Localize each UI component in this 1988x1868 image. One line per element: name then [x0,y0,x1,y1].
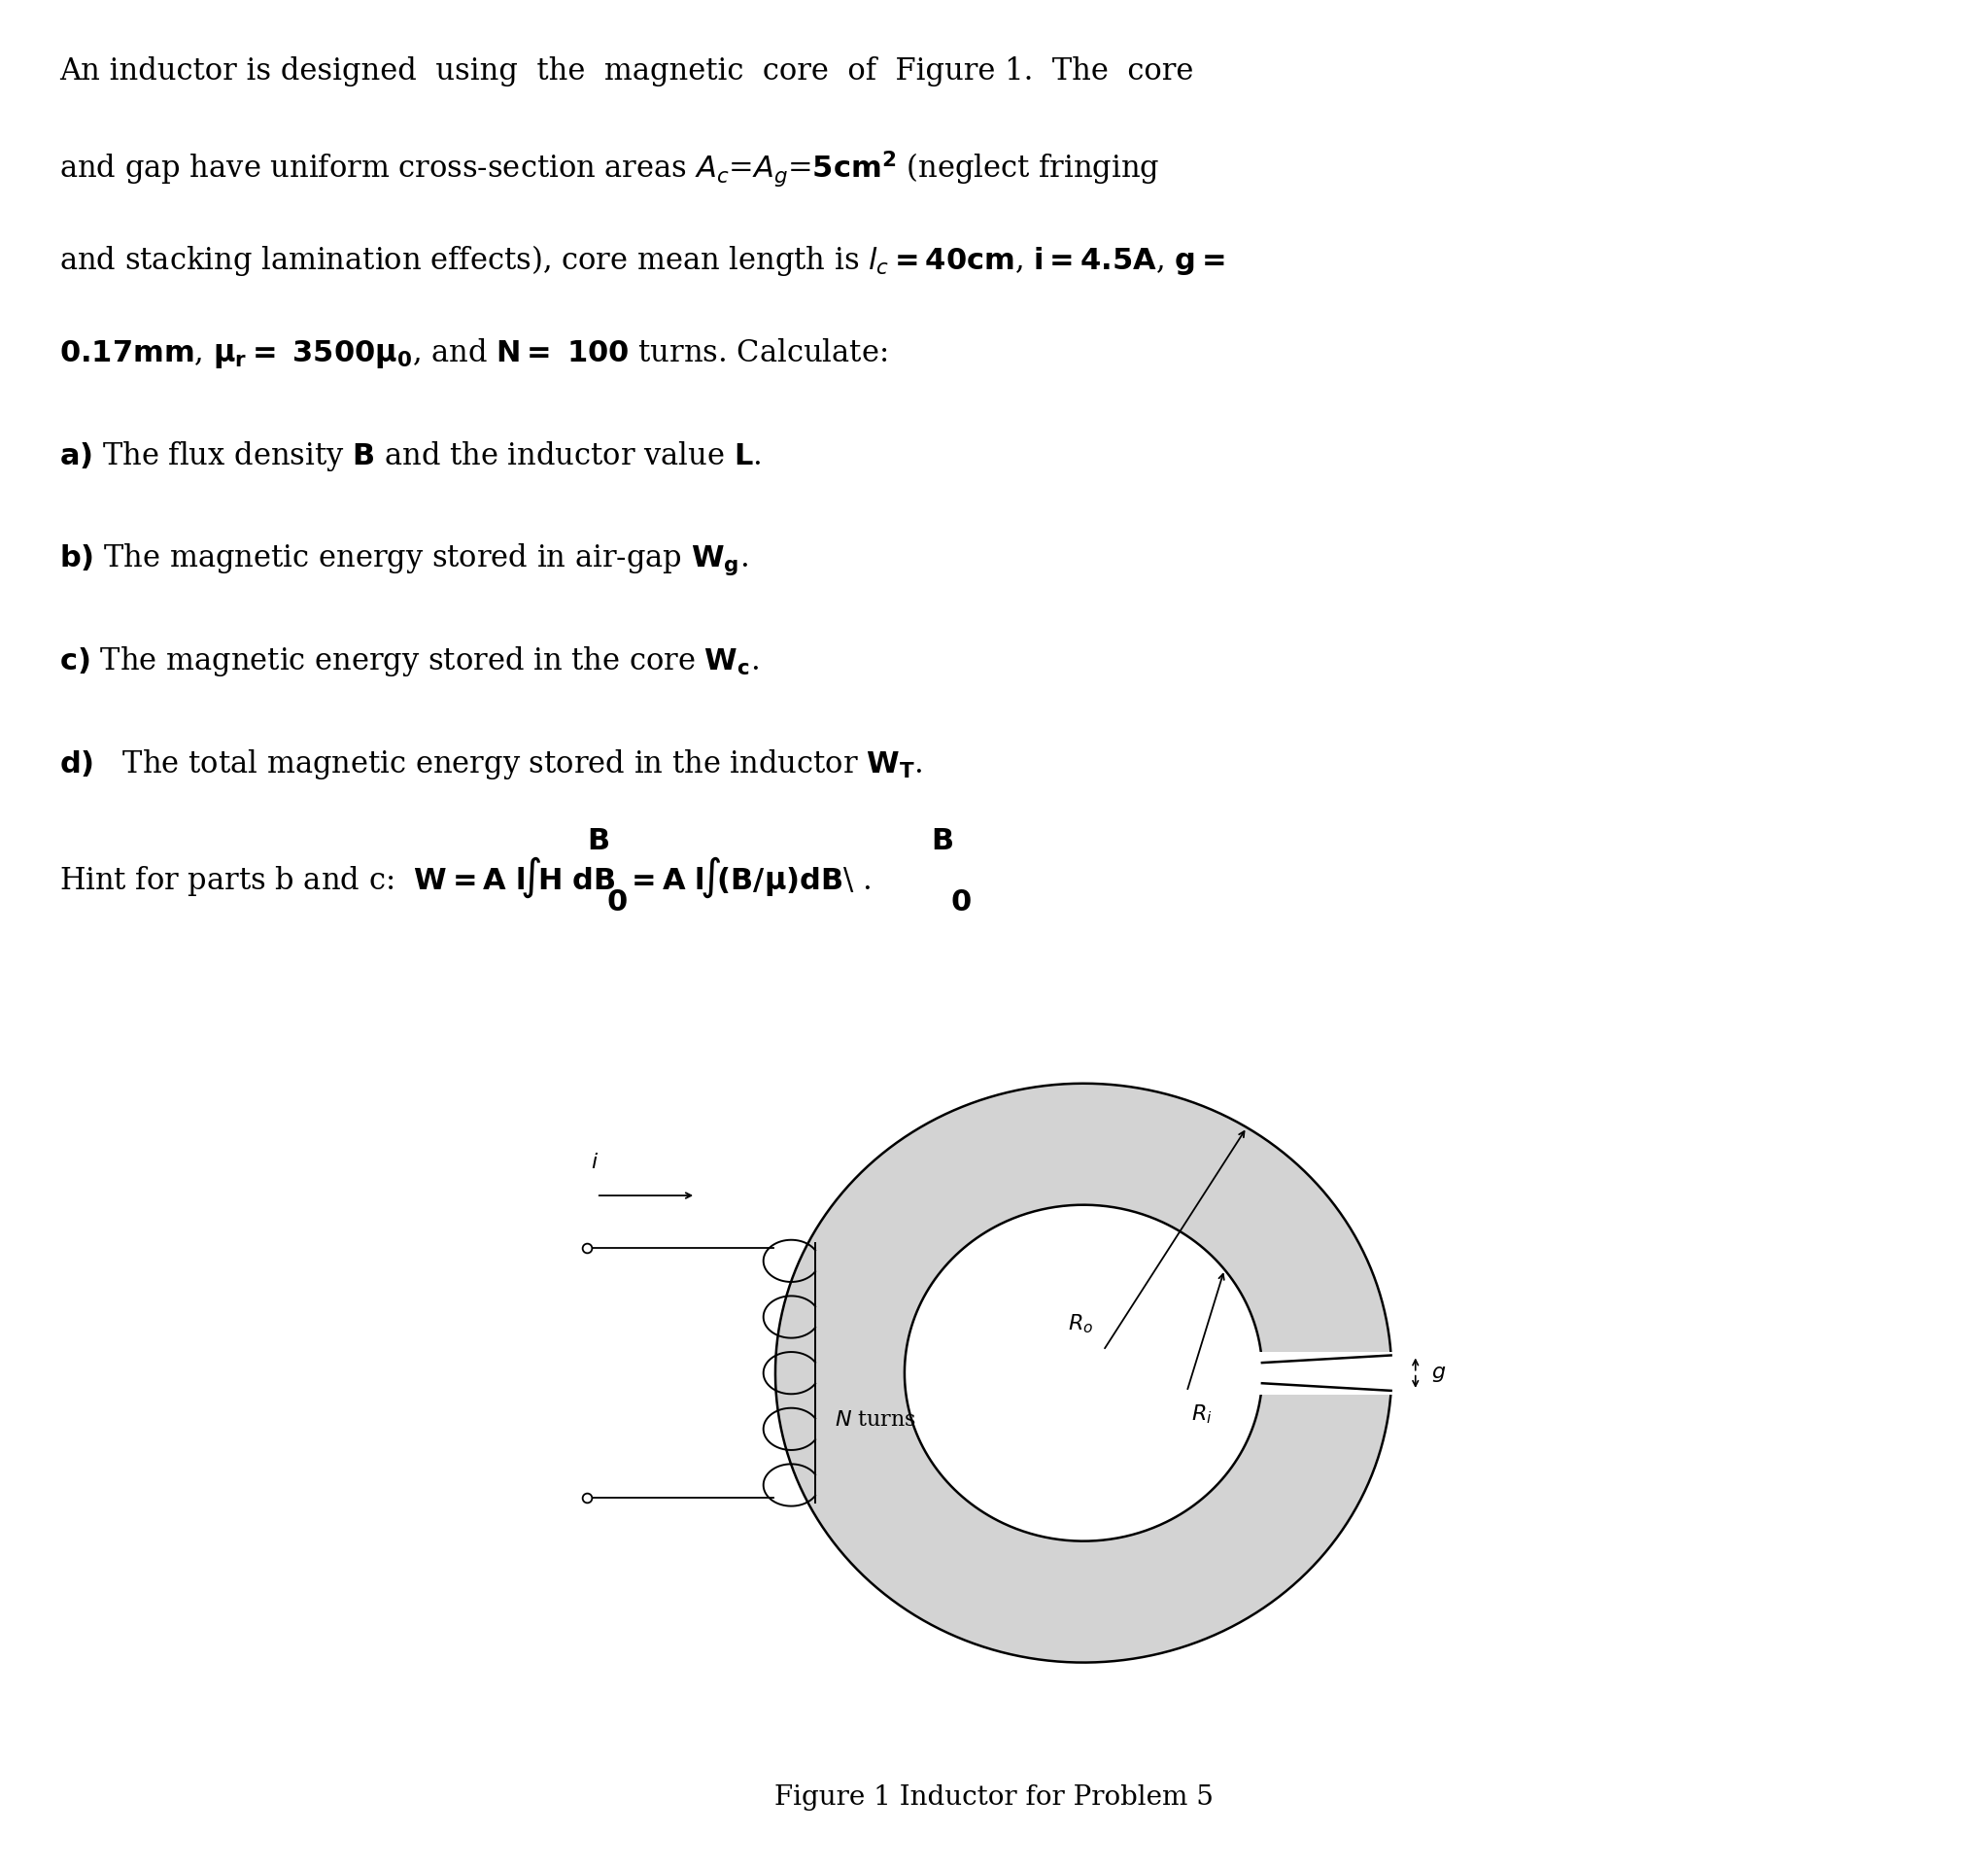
Text: An inductor is designed  using  the  magnetic  core  of  Figure 1.  The  core: An inductor is designed using the magnet… [60,56,1195,86]
Text: $\mathbf{0.17mm}$, $\mathbf{\mu_r=\ 3500\mu_0}$, and $\mathbf{N=\ 100}$ turns. C: $\mathbf{0.17mm}$, $\mathbf{\mu_r=\ 3500… [60,336,889,370]
Bar [1258,1352,1396,1394]
Text: $g$: $g$ [1431,1362,1445,1384]
Text: $\mathbf{B}$: $\mathbf{B}$ [930,828,952,857]
Text: Figure 1 Inductor for Problem 5: Figure 1 Inductor for Problem 5 [775,1784,1213,1810]
Text: $\mathbf{0}$: $\mathbf{0}$ [950,887,972,917]
Text: and gap have uniform cross-section areas $A_c$=$A_g$=$\mathbf{5cm^2}$ (neglect f: and gap have uniform cross-section areas… [60,149,1161,191]
Text: $R_i$: $R_i$ [1191,1403,1213,1425]
Text: $\mathbf{0}$: $\mathbf{0}$ [606,887,628,917]
Text: and stacking lamination effects), core mean length is $l_c$$\mathbf{=40cm}$, $\m: and stacking lamination effects), core m… [60,243,1225,278]
Text: $\mathbf{B}$: $\mathbf{B}$ [586,828,608,857]
Text: Hint for parts b and c:  $\mathbf{W = A\ l\!\int\!H\ dB\ =A\ l\!\int\!(B/\mu)dB}: Hint for parts b and c: $\mathbf{W = A\ … [60,856,871,900]
Text: $R_o$: $R_o$ [1068,1313,1093,1336]
Polygon shape [775,1083,1392,1663]
Text: $N$ turns: $N$ turns [835,1408,916,1431]
Text: $\mathbf{a)}$ The flux density $\mathbf{B}$ and the inductor value $\mathbf{L}$.: $\mathbf{a)}$ The flux density $\mathbf{… [60,439,761,473]
Text: $\mathbf{c)}$ The magnetic energy stored in the core $\mathbf{W_c}$.: $\mathbf{c)}$ The magnetic energy stored… [60,644,759,678]
Text: $\mathbf{b)}$ The magnetic energy stored in air-gap $\mathbf{W_g}$.: $\mathbf{b)}$ The magnetic energy stored… [60,542,749,577]
Text: $i$: $i$ [590,1153,598,1173]
Text: $\mathbf{d)}$   The total magnetic energy stored in the inductor $\mathbf{W_T}$.: $\mathbf{d)}$ The total magnetic energy … [60,747,922,781]
